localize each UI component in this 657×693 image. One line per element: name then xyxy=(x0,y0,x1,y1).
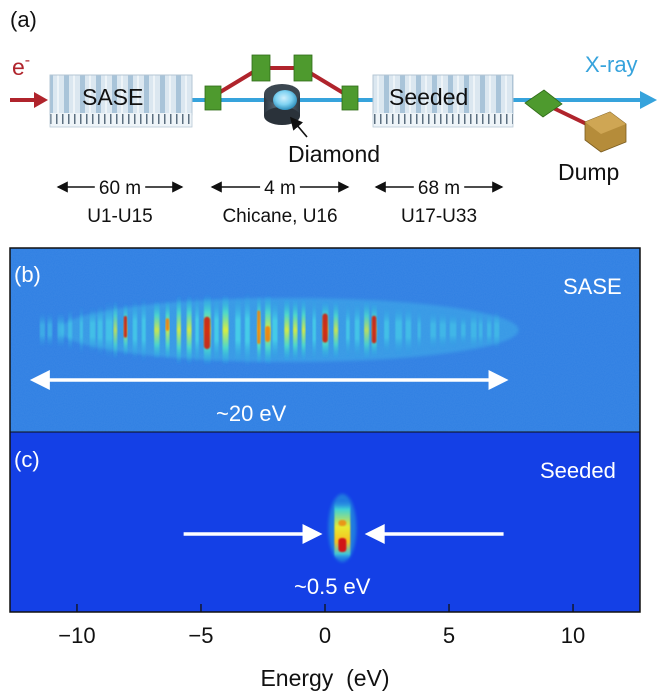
chicane-magnet-3 xyxy=(293,54,313,82)
segment-name: U1-U15 xyxy=(87,206,152,227)
axis-tick-label: −5 xyxy=(188,623,213,648)
panel-b-label: (b) xyxy=(14,262,41,287)
diamond-label: Diamond xyxy=(288,141,380,167)
panel-b: (b) SASE ~20 eV xyxy=(10,248,640,432)
seeded-undulator-label: Seeded xyxy=(389,84,468,110)
beam-dump: Dump xyxy=(524,89,627,185)
seeded-mode-label: Seeded xyxy=(540,458,616,483)
sase-bandwidth-arrow xyxy=(29,370,509,390)
segment-2: 4 m Chicane, U16 xyxy=(210,178,350,227)
xray-arrowhead xyxy=(640,91,657,109)
segment-3: 68 m U17-U33 xyxy=(374,178,504,227)
seeded-bandwidth-arrows xyxy=(183,524,504,544)
panel-a-label: (a) xyxy=(10,7,37,32)
segment-length: 68 m xyxy=(418,178,460,199)
segment-name: Chicane, U16 xyxy=(222,206,337,227)
diamond-pointer xyxy=(289,116,308,138)
energy-axis-label: Energy (eV) xyxy=(260,665,389,691)
seeded-bandwidth-label: ~0.5 eV xyxy=(294,574,371,599)
segment-length: 4 m xyxy=(264,178,296,199)
segment-length: 60 m xyxy=(99,178,141,199)
seeded-spectrum-image xyxy=(328,494,357,562)
sase-undulator: SASE xyxy=(49,74,193,128)
bending-magnet xyxy=(524,89,563,118)
panel-a: (a) X-ray e- SASE xyxy=(10,7,657,227)
electron-label-sup: - xyxy=(25,52,30,69)
diamond-crystal xyxy=(264,84,300,125)
segment-name: U17-U33 xyxy=(401,206,477,227)
axis-tick-label: −10 xyxy=(58,623,95,648)
chicane-magnet-1 xyxy=(204,85,222,111)
seeded-undulator: Seeded xyxy=(372,74,514,128)
axis-tick-label: 0 xyxy=(319,623,331,648)
seeded-spectrum-background xyxy=(10,432,640,612)
segment-1: 60 m U1-U15 xyxy=(56,178,184,227)
chicane-magnet-4 xyxy=(341,85,359,111)
sase-spectrum-image xyxy=(39,293,519,367)
sase-mode-label: SASE xyxy=(563,274,622,299)
panel-c-label: (c) xyxy=(14,447,40,472)
chicane-magnet-2 xyxy=(251,54,271,82)
dump-label: Dump xyxy=(558,159,619,185)
axis-tick-label: 10 xyxy=(561,623,585,648)
xray-label: X-ray xyxy=(585,52,638,77)
energy-axis: −10 −5 0 5 10 xyxy=(58,604,585,648)
segment-annotations: 60 m U1-U15 4 m Chicane, U16 68 m U17-U33 xyxy=(56,178,504,227)
electron-label: e- xyxy=(12,52,30,80)
chicane xyxy=(204,54,359,111)
electron-label-text: e xyxy=(12,54,25,80)
chicane-electron-path xyxy=(210,66,352,99)
sase-undulator-label: SASE xyxy=(82,84,143,110)
electron-arrowhead xyxy=(34,92,48,108)
sase-bandwidth-label: ~20 eV xyxy=(216,401,287,426)
axis-tick-label: 5 xyxy=(443,623,455,648)
panel-c: (c) Seeded ~0.5 eV xyxy=(10,432,640,612)
